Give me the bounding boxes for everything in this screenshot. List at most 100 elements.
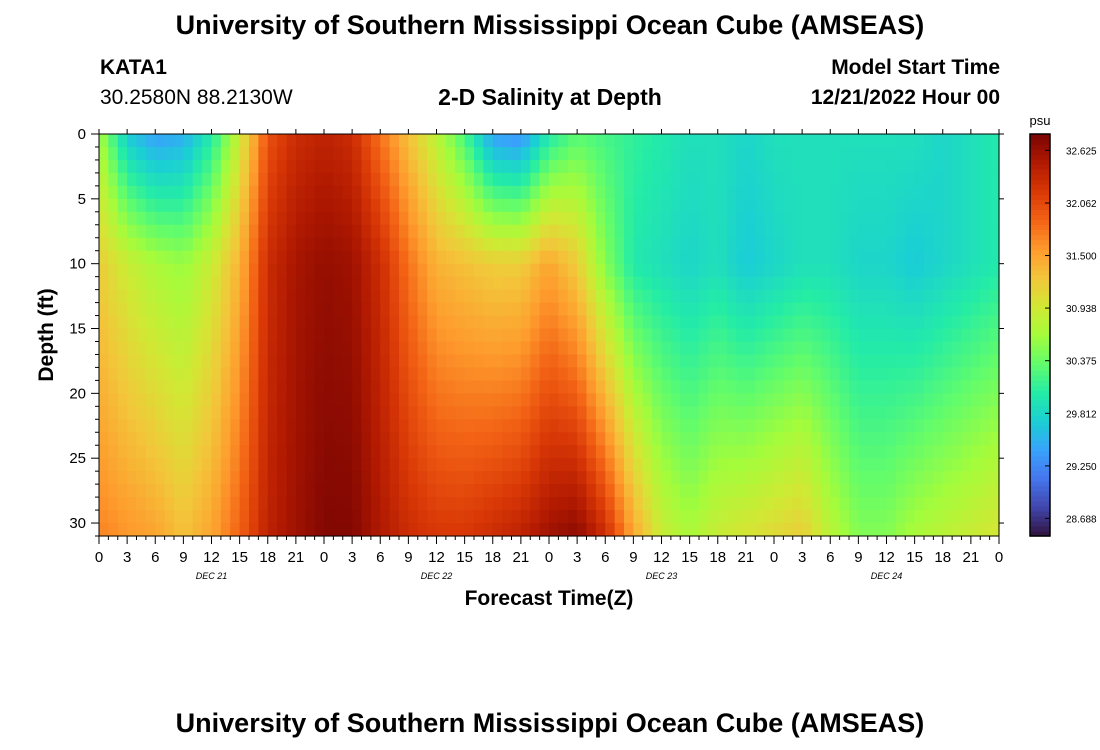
heatmap-cell: [942, 315, 953, 330]
heatmap-cell: [764, 159, 775, 174]
heatmap-cell: [249, 510, 259, 524]
heatmap-cell: [558, 367, 569, 381]
heatmap-cell: [455, 172, 466, 187]
heatmap-cell: [183, 432, 194, 446]
heatmap-cell: [802, 134, 813, 148]
heatmap-cell: [792, 328, 803, 343]
heatmap-cell: [914, 484, 925, 498]
heatmap-cell: [211, 328, 222, 343]
heatmap-cell: [802, 432, 813, 446]
heatmap-cell: [727, 419, 738, 433]
heatmap-cell: [849, 341, 859, 356]
heatmap-cell: [183, 289, 194, 304]
heatmap-cell: [839, 341, 850, 356]
colorbar-tick-label: 31.500: [1066, 252, 1097, 263]
heatmap-cell: [914, 471, 925, 485]
heatmap-cell: [605, 302, 616, 317]
heatmap-cell: [230, 185, 241, 200]
heatmap-cell: [952, 406, 963, 420]
heatmap-cell: [961, 393, 972, 407]
heatmap-cell: [567, 172, 578, 187]
heatmap-cell: [952, 263, 963, 278]
heatmap-cell: [511, 341, 522, 356]
heatmap-cell: [174, 263, 184, 278]
x-tick-label: 3: [123, 549, 131, 566]
heatmap-cell: [155, 393, 166, 407]
heatmap-cell: [408, 380, 419, 394]
heatmap-cell: [389, 497, 400, 511]
heatmap-cell: [895, 458, 906, 472]
heatmap-cell: [492, 134, 503, 148]
heatmap-cell: [305, 471, 316, 485]
heatmap-cell: [295, 354, 306, 369]
heatmap-cell: [970, 224, 981, 239]
heatmap-cell: [567, 432, 578, 446]
heatmap-cell: [370, 419, 381, 433]
heatmap-cell: [183, 146, 194, 161]
heatmap-cell: [136, 510, 147, 524]
heatmap-cell: [324, 523, 334, 537]
heatmap-cell: [867, 198, 878, 213]
x-tick-label: 21: [513, 549, 530, 566]
heatmap-cell: [661, 471, 672, 485]
heatmap-cell: [914, 458, 925, 472]
heatmap-cell: [689, 328, 700, 343]
heatmap-cell: [745, 276, 756, 291]
heatmap-cell: [117, 198, 128, 213]
heatmap-cell: [717, 250, 728, 265]
heatmap-cell: [586, 367, 597, 381]
heatmap-cell: [305, 185, 316, 200]
heatmap-cell: [211, 341, 222, 356]
heatmap-cell: [239, 471, 250, 485]
heatmap-cell: [980, 497, 991, 511]
heatmap-cell: [764, 224, 775, 239]
heatmap-cell: [305, 419, 316, 433]
heatmap-cell: [727, 367, 738, 381]
heatmap-cell: [342, 380, 353, 394]
heatmap-cell: [830, 523, 841, 537]
heatmap-cell: [155, 134, 166, 148]
heatmap-cell: [249, 185, 259, 200]
heatmap-cell: [614, 185, 625, 200]
heatmap-cell: [764, 172, 775, 187]
heatmap-cell: [595, 237, 606, 252]
heatmap-cell: [689, 159, 700, 174]
heatmap-cell: [652, 302, 663, 317]
heatmap-cell: [230, 224, 241, 239]
heatmap-cell: [727, 510, 738, 524]
heatmap-cell: [511, 250, 522, 265]
heatmap-cell: [952, 159, 963, 174]
heatmap-cell: [549, 406, 559, 420]
heatmap-cell: [942, 393, 953, 407]
heatmap-cell: [633, 328, 644, 343]
heatmap-cell: [652, 380, 663, 394]
heatmap-cell: [474, 134, 484, 148]
heatmap-cell: [99, 211, 109, 226]
heatmap-cell: [352, 328, 363, 343]
heatmap-cell: [99, 276, 109, 291]
heatmap-cell: [661, 289, 672, 304]
heatmap-cell: [652, 263, 663, 278]
heatmap-cell: [389, 289, 400, 304]
heatmap-cell: [661, 328, 672, 343]
heatmap-cell: [586, 406, 597, 420]
heatmap-cell: [764, 211, 775, 226]
y-tick-label: 30: [69, 515, 86, 532]
colorbar-segment: [1030, 314, 1050, 321]
heatmap-cell: [652, 445, 663, 459]
heatmap-cell: [314, 419, 325, 433]
heatmap-cell: [689, 263, 700, 278]
heatmap-cell: [436, 224, 447, 239]
heatmap-cell: [549, 276, 559, 291]
heatmap-cell: [680, 458, 691, 472]
heatmap-cell: [605, 315, 616, 330]
heatmap-cell: [699, 367, 709, 381]
heatmap-cell: [286, 134, 297, 148]
heatmap-cell: [511, 315, 522, 330]
heatmap-cell: [192, 497, 203, 511]
heatmap-cell: [455, 134, 466, 148]
heatmap-cell: [689, 445, 700, 459]
heatmap-cell: [652, 497, 663, 511]
heatmap-cell: [952, 315, 963, 330]
heatmap-cell: [933, 302, 944, 317]
